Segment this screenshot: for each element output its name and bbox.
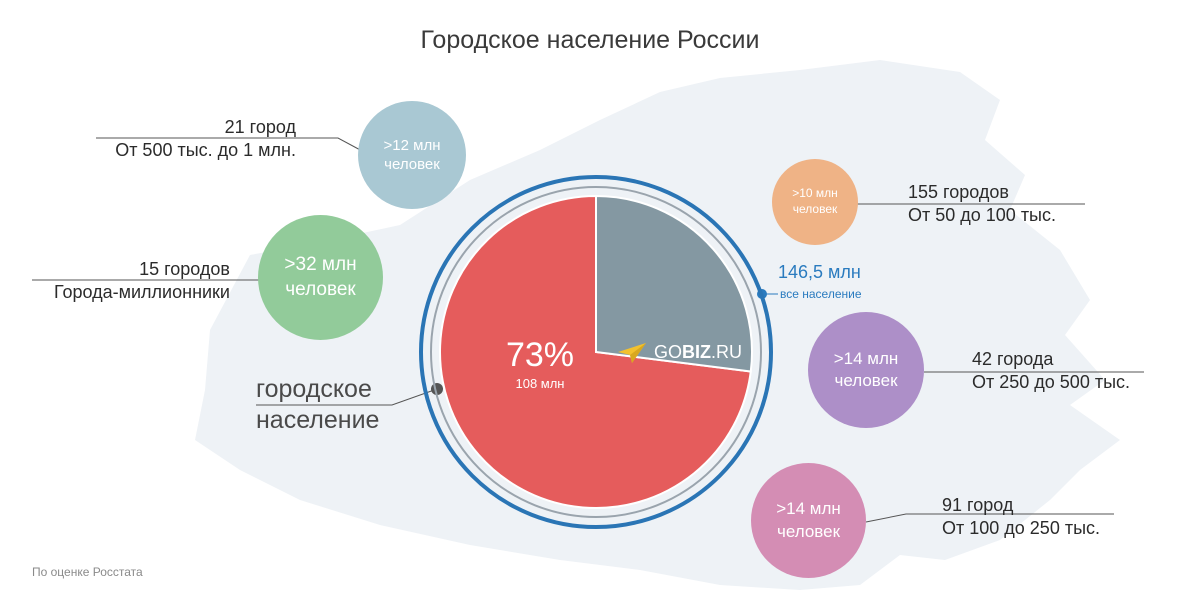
group-count: 155 городов xyxy=(908,182,1009,202)
group-millionaires-text: 15 городов Города-миллионники xyxy=(54,258,230,304)
logo: GOBIZ.RU xyxy=(618,342,742,363)
group-250k-text: 42 города От 250 до 500 тыс. xyxy=(972,348,1130,394)
group-count: 91 город xyxy=(942,495,1014,515)
connector-line-100k xyxy=(865,513,1114,523)
group-500k-text: 21 город От 500 тыс. до 1 млн. xyxy=(115,116,296,162)
group-count: 21 город xyxy=(224,117,296,137)
group-100k-text: 91 город От 100 до 250 тыс. xyxy=(942,494,1100,540)
logo-text: GOBIZ.RU xyxy=(654,342,743,362)
pie-slice-other xyxy=(595,194,753,373)
total-population-label: все население xyxy=(780,287,862,301)
bubble-500k-1m: >12 млн человек xyxy=(358,101,466,209)
group-range: От 50 до 100 тыс. xyxy=(908,205,1056,225)
group-count: 15 городов xyxy=(139,259,230,279)
urban-population-label: городское население xyxy=(256,375,380,434)
urban-percent-label: 73% xyxy=(505,336,575,374)
connector-line-500k xyxy=(96,137,365,153)
connector-line-urban xyxy=(256,388,438,406)
pie-inner-ring xyxy=(430,186,762,518)
pie-outer-ring xyxy=(419,175,773,529)
group-count: 42 города xyxy=(972,349,1054,369)
group-range: От 250 до 500 тыс. xyxy=(972,372,1131,392)
urban-value-label: 108 млн xyxy=(515,376,565,391)
bubble-50k-100k: >10 млн человек xyxy=(772,159,858,245)
footnote: По оценке Росстата xyxy=(32,565,143,579)
total-population-value: 146,5 млн xyxy=(778,262,861,282)
paper-plane-icon xyxy=(618,342,646,363)
bubble-100k-250k: >14 млн человек xyxy=(751,463,866,578)
group-50k-text: 155 городов От 50 до 100 тыс. xyxy=(908,181,1056,227)
group-range: От 100 до 250 тыс. xyxy=(942,518,1101,538)
group-range: От 500 тыс. до 1 млн. xyxy=(115,140,296,160)
group-range: Города-миллионники xyxy=(53,282,230,302)
chart-title: Городское население России xyxy=(420,26,760,54)
bubble-250k-500k: >14 млн человек xyxy=(808,312,924,428)
bubble-millionaires: >32 млн человек xyxy=(258,215,383,340)
